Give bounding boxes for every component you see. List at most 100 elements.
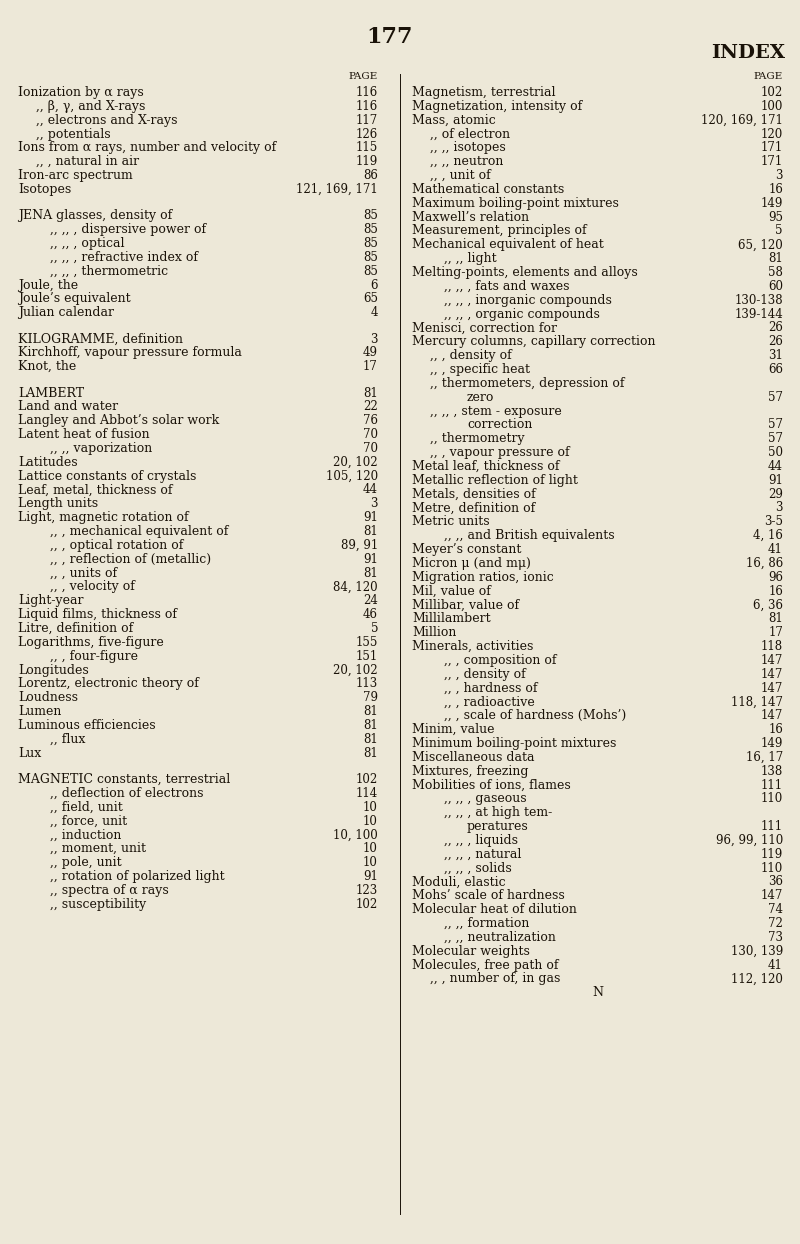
Text: 60: 60 — [768, 280, 783, 292]
Text: ,, β, γ, and X-rays: ,, β, γ, and X-rays — [36, 100, 146, 113]
Text: Loudness: Loudness — [18, 692, 78, 704]
Text: Length units: Length units — [18, 498, 98, 510]
Text: ,, , hardness of: ,, , hardness of — [444, 682, 538, 694]
Text: Liquid films, thickness of: Liquid films, thickness of — [18, 608, 177, 621]
Text: 41: 41 — [768, 959, 783, 972]
Text: 119: 119 — [356, 156, 378, 168]
Text: Maximum boiling-point mixtures: Maximum boiling-point mixtures — [412, 197, 619, 210]
Text: 10: 10 — [363, 815, 378, 827]
Text: Melting-points, elements and alloys: Melting-points, elements and alloys — [412, 266, 638, 279]
Text: 81: 81 — [768, 612, 783, 626]
Text: Latent heat of fusion: Latent heat of fusion — [18, 428, 150, 442]
Text: 6, 36: 6, 36 — [753, 598, 783, 612]
Text: 81: 81 — [363, 566, 378, 580]
Text: 119: 119 — [761, 847, 783, 861]
Text: Land and water: Land and water — [18, 401, 118, 413]
Text: ,, , mechanical equivalent of: ,, , mechanical equivalent of — [50, 525, 228, 539]
Text: 26: 26 — [768, 336, 783, 348]
Text: ,, , natural in air: ,, , natural in air — [36, 156, 139, 168]
Text: 46: 46 — [363, 608, 378, 621]
Text: Millibar, value of: Millibar, value of — [412, 598, 519, 612]
Text: ,, ,, , stem - exposure: ,, ,, , stem - exposure — [430, 404, 562, 418]
Text: Magnetization, intensity of: Magnetization, intensity of — [412, 100, 582, 113]
Text: 6: 6 — [370, 279, 378, 291]
Text: ,, ,, , inorganic compounds: ,, ,, , inorganic compounds — [444, 294, 612, 307]
Text: 110: 110 — [761, 792, 783, 805]
Text: ,, , composition of: ,, , composition of — [444, 654, 557, 667]
Text: 4, 16: 4, 16 — [753, 529, 783, 542]
Text: 120: 120 — [761, 128, 783, 141]
Text: ,, ,, , organic compounds: ,, ,, , organic compounds — [444, 307, 600, 321]
Text: 57: 57 — [768, 432, 783, 445]
Text: 16, 86: 16, 86 — [746, 557, 783, 570]
Text: 17: 17 — [768, 626, 783, 639]
Text: PAGE: PAGE — [349, 72, 378, 81]
Text: 81: 81 — [363, 719, 378, 731]
Text: Mass, atomic: Mass, atomic — [412, 113, 496, 127]
Text: ,, ,, , gaseous: ,, ,, , gaseous — [444, 792, 526, 805]
Text: 4: 4 — [370, 306, 378, 320]
Text: Leaf, metal, thickness of: Leaf, metal, thickness of — [18, 484, 173, 496]
Text: 100: 100 — [761, 100, 783, 113]
Text: 147: 147 — [761, 889, 783, 902]
Text: 76: 76 — [363, 414, 378, 427]
Text: ,, field, unit: ,, field, unit — [50, 801, 122, 814]
Text: Mathematical constants: Mathematical constants — [412, 183, 564, 197]
Text: 147: 147 — [761, 682, 783, 694]
Text: ,, ,, vaporization: ,, ,, vaporization — [50, 442, 152, 455]
Text: Mixtures, freezing: Mixtures, freezing — [412, 765, 529, 778]
Text: Joule’s equivalent: Joule’s equivalent — [18, 292, 130, 305]
Text: Isotopes: Isotopes — [18, 183, 71, 197]
Text: 85: 85 — [363, 223, 378, 236]
Text: 81: 81 — [363, 705, 378, 718]
Text: Lux: Lux — [18, 746, 42, 760]
Text: Lorentz, electronic theory of: Lorentz, electronic theory of — [18, 678, 199, 690]
Text: ,, , unit of: ,, , unit of — [430, 169, 490, 182]
Text: ,, ,, , refractive index of: ,, ,, , refractive index of — [50, 251, 198, 264]
Text: Langley and Abbot’s solar work: Langley and Abbot’s solar work — [18, 414, 219, 427]
Text: 3-5: 3-5 — [764, 515, 783, 529]
Text: 49: 49 — [363, 346, 378, 360]
Text: 70: 70 — [363, 428, 378, 442]
Text: Metric units: Metric units — [412, 515, 490, 529]
Text: ,, ,, neutron: ,, ,, neutron — [430, 156, 503, 168]
Text: ,, , scale of hardness (Mohs’): ,, , scale of hardness (Mohs’) — [444, 709, 626, 723]
Text: 111: 111 — [761, 779, 783, 791]
Text: Molecular heat of dilution: Molecular heat of dilution — [412, 903, 577, 916]
Text: 20, 102: 20, 102 — [334, 663, 378, 677]
Text: 120, 169, 171: 120, 169, 171 — [701, 113, 783, 127]
Text: 118: 118 — [761, 639, 783, 653]
Text: ,, , vapour pressure of: ,, , vapour pressure of — [430, 447, 570, 459]
Text: Ionization by α rays: Ionization by α rays — [18, 86, 144, 100]
Text: 3: 3 — [370, 332, 378, 346]
Text: Iron-arc spectrum: Iron-arc spectrum — [18, 169, 133, 182]
Text: Mohs’ scale of hardness: Mohs’ scale of hardness — [412, 889, 565, 902]
Text: ,, thermometers, depression of: ,, thermometers, depression of — [430, 377, 625, 389]
Text: Menisci, correction for: Menisci, correction for — [412, 321, 557, 335]
Text: Litre, definition of: Litre, definition of — [18, 622, 134, 634]
Text: Mechanical equivalent of heat: Mechanical equivalent of heat — [412, 239, 604, 251]
Text: 26: 26 — [768, 321, 783, 335]
Text: 36: 36 — [768, 876, 783, 888]
Text: ,, spectra of α rays: ,, spectra of α rays — [50, 883, 169, 897]
Text: Minerals, activities: Minerals, activities — [412, 639, 534, 653]
Text: 121, 169, 171: 121, 169, 171 — [296, 183, 378, 197]
Text: 24: 24 — [363, 595, 378, 607]
Text: ,, , velocity of: ,, , velocity of — [50, 581, 135, 593]
Text: Luminous efficiencies: Luminous efficiencies — [18, 719, 156, 731]
Text: 115: 115 — [356, 142, 378, 154]
Text: 89, 91: 89, 91 — [341, 539, 378, 552]
Text: 117: 117 — [356, 113, 378, 127]
Text: 114: 114 — [356, 786, 378, 800]
Text: zero: zero — [467, 391, 494, 404]
Text: 96, 99, 110: 96, 99, 110 — [716, 833, 783, 847]
Text: Latitudes: Latitudes — [18, 455, 78, 469]
Text: 149: 149 — [761, 197, 783, 210]
Text: ,, , specific heat: ,, , specific heat — [430, 363, 530, 376]
Text: 123: 123 — [356, 883, 378, 897]
Text: 91: 91 — [768, 474, 783, 486]
Text: 20, 102: 20, 102 — [334, 455, 378, 469]
Text: 3: 3 — [370, 498, 378, 510]
Text: Micron μ (and mμ): Micron μ (and mμ) — [412, 557, 531, 570]
Text: 102: 102 — [356, 898, 378, 911]
